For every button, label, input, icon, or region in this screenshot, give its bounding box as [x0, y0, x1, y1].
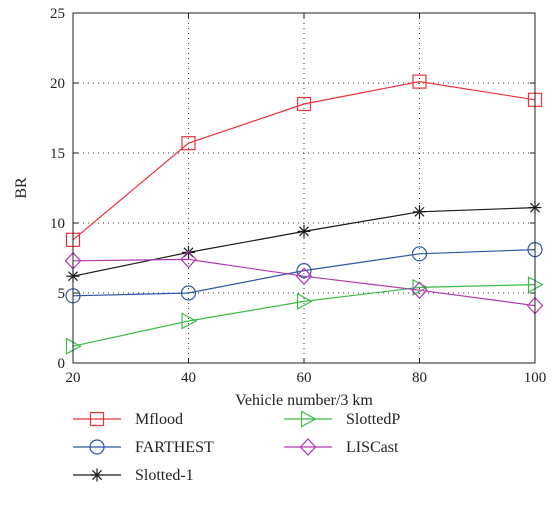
data-point-liscast: [295, 267, 313, 286]
legend-label: SlottedP: [346, 411, 400, 428]
legend-marker-triangle-right: [300, 410, 317, 428]
star-stroke: [299, 226, 309, 237]
data-point-slottedp: [296, 292, 313, 310]
legend-marker-square: [89, 411, 105, 427]
data-point-slottedp: [412, 278, 429, 296]
data-point-mflood: [181, 136, 196, 151]
data-point-slottedp: [181, 312, 198, 330]
y-tick-label: 20: [50, 76, 65, 92]
data-point-slotted-1: [297, 224, 311, 238]
series-line-slotted-1: [72, 207, 536, 277]
x-tick-label: 80: [412, 370, 427, 386]
data-point-farthest: [411, 246, 428, 262]
data-point-mflood: [412, 74, 427, 89]
data-point-farthest: [296, 263, 312, 279]
series-lines: [64, 74, 544, 355]
y-axis-label: BR: [13, 177, 30, 199]
y-tick-label: 10: [50, 216, 65, 232]
series-liscast: [64, 250, 544, 315]
legend-marker-star: [90, 468, 104, 482]
data-point-liscast: [180, 250, 197, 269]
x-axis-label: Vehicle number/3 km: [235, 392, 373, 409]
legend-marker-circle: [89, 439, 105, 455]
legend-item-slottedp: SlottedP: [284, 410, 400, 428]
y-tick-label: 0: [58, 356, 66, 372]
legend-label: Slotted-1: [135, 467, 194, 484]
legend-marker-diamond: [299, 438, 317, 456]
legend-item-mflood: Mflood: [73, 411, 183, 428]
y-tick-label: 5: [58, 286, 66, 302]
legend-item-slotted-1: Slotted-1: [73, 467, 194, 484]
y-tick-label: 25: [50, 6, 65, 22]
legend-label: FARTHEST: [135, 439, 214, 456]
legend: Mflood FARTHEST Slotted-1 SlottedP LISCast: [73, 410, 400, 484]
axis-ticks: 20 40 60 80 100 0 5 10 15 20 25: [50, 6, 546, 386]
series-line-farthest: [72, 249, 536, 297]
legend-label: LISCast: [346, 439, 399, 456]
data-point-farthest: [180, 285, 197, 301]
data-point-mflood: [296, 96, 312, 112]
star-stroke: [92, 470, 102, 480]
data-point-liscast: [411, 281, 428, 300]
x-tick-label: 40: [181, 370, 196, 386]
x-tick-label: 60: [297, 370, 312, 386]
legend-item-farthest: FARTHEST: [73, 439, 214, 456]
grid-lines: [73, 13, 535, 363]
x-tick-label: 20: [66, 370, 81, 386]
series-line-mflood: [72, 80, 536, 241]
data-point-slotted-1: [413, 205, 426, 219]
x-tick-label: 100: [524, 370, 547, 386]
legend-label: Mflood: [135, 411, 183, 428]
series-line-slottedp: [72, 284, 536, 347]
series-line-liscast: [72, 258, 536, 307]
y-tick-label: 15: [50, 146, 65, 162]
series-mflood: [65, 74, 543, 247]
star-stroke: [414, 206, 425, 217]
legend-item-liscast: LISCast: [284, 438, 399, 456]
